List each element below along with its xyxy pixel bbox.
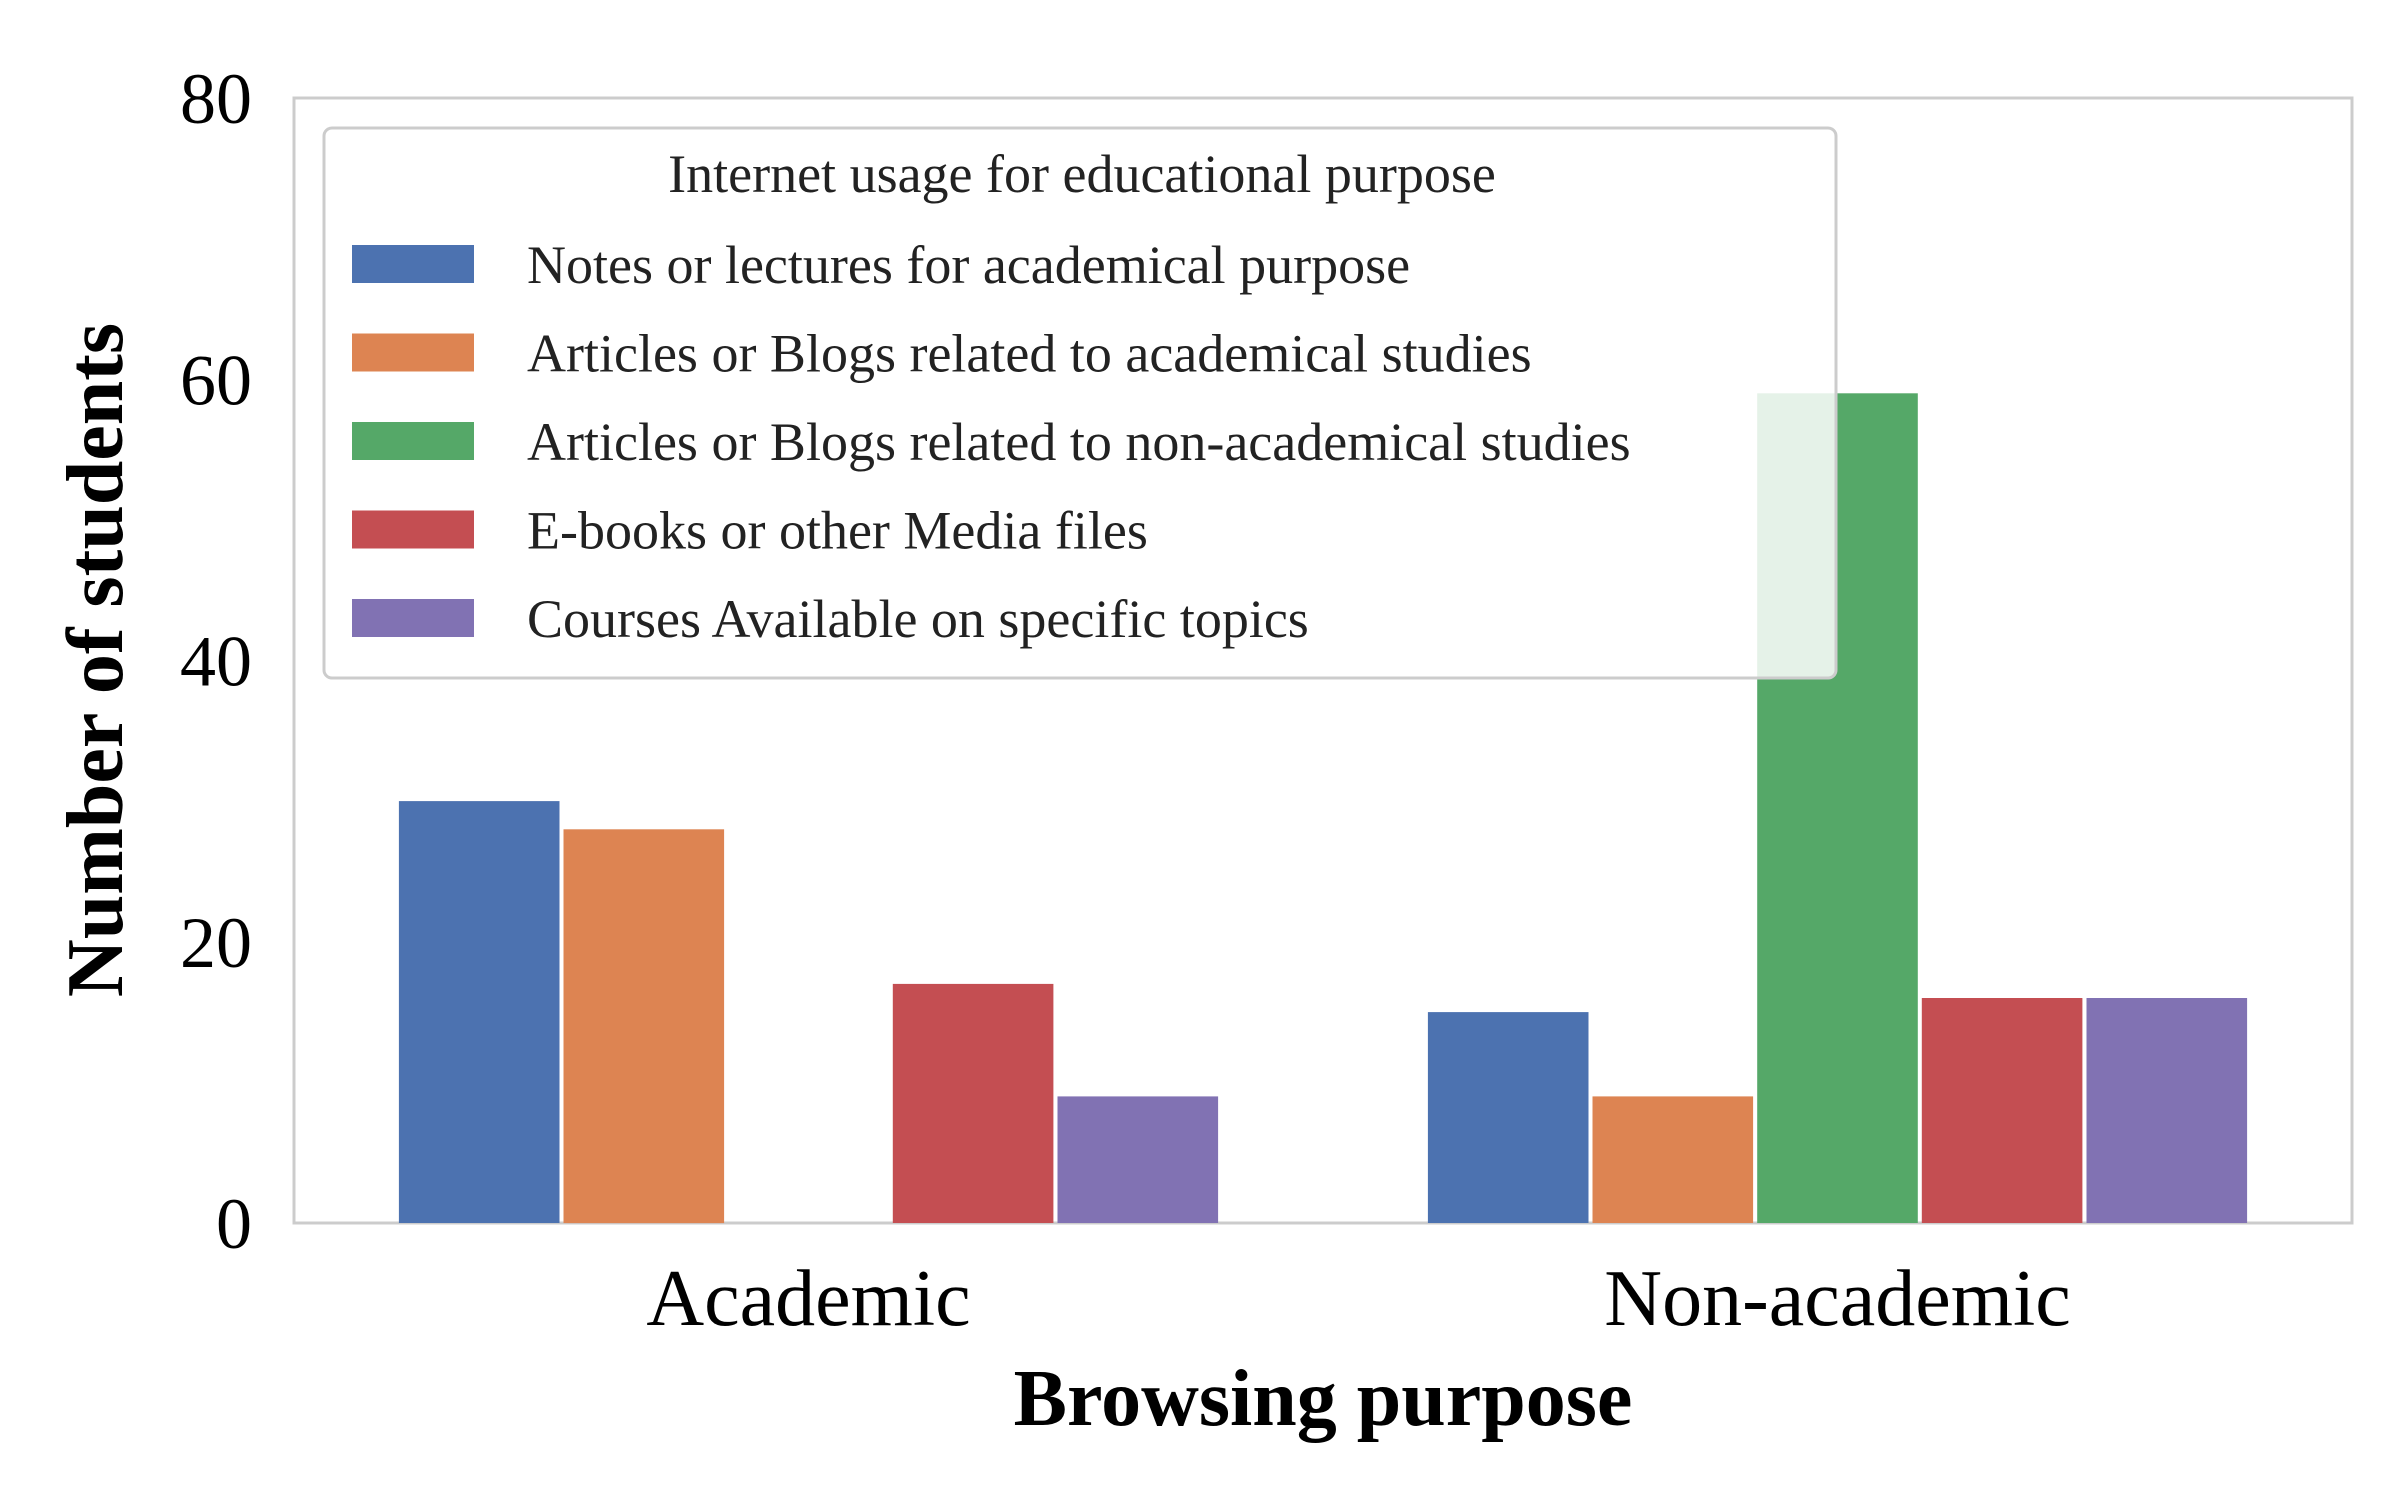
legend-swatch — [352, 599, 474, 637]
bar — [563, 829, 725, 1224]
legend-items: Notes or lectures for academical purpose… — [352, 235, 1631, 649]
y-tick-label: 80 — [180, 59, 252, 139]
legend-swatch — [352, 333, 474, 372]
x-axis-categories: Academic Non-academic — [646, 1255, 2070, 1343]
x-axis-title: Browsing purpose — [1014, 1355, 1633, 1443]
x-category-label: Academic — [646, 1255, 970, 1343]
bar — [2086, 998, 2248, 1223]
legend-label: Notes or lectures for academical purpose — [527, 235, 1410, 295]
y-tick-label: 60 — [180, 340, 252, 420]
y-axis-ticks: 0 20 40 60 80 — [180, 59, 252, 1264]
bar — [892, 983, 1054, 1223]
x-category-label: Non-academic — [1604, 1255, 2070, 1343]
legend-label: Articles or Blogs related to academical … — [527, 324, 1532, 384]
legend-swatch — [352, 422, 474, 460]
legend-swatch — [352, 510, 474, 549]
bar — [1427, 1012, 1589, 1223]
bar — [398, 801, 560, 1223]
y-tick-label: 20 — [180, 903, 252, 983]
legend-label: Courses Available on specific topics — [527, 589, 1309, 649]
legend-title: Internet usage for educational purpose — [668, 144, 1496, 204]
legend-label: Articles or Blogs related to non-academi… — [527, 412, 1631, 472]
bar — [1057, 1096, 1219, 1223]
legend-box — [322, 126, 1838, 680]
bar — [1592, 1096, 1754, 1223]
y-axis-title: Number of students — [52, 323, 140, 997]
y-tick-label: 0 — [216, 1184, 252, 1264]
y-tick-label: 40 — [180, 622, 252, 702]
legend: Internet usage for educational purpose N… — [322, 126, 1838, 680]
legend-label: E-books or other Media files — [527, 501, 1148, 561]
legend-swatch — [352, 245, 474, 283]
bar — [1921, 998, 2083, 1223]
